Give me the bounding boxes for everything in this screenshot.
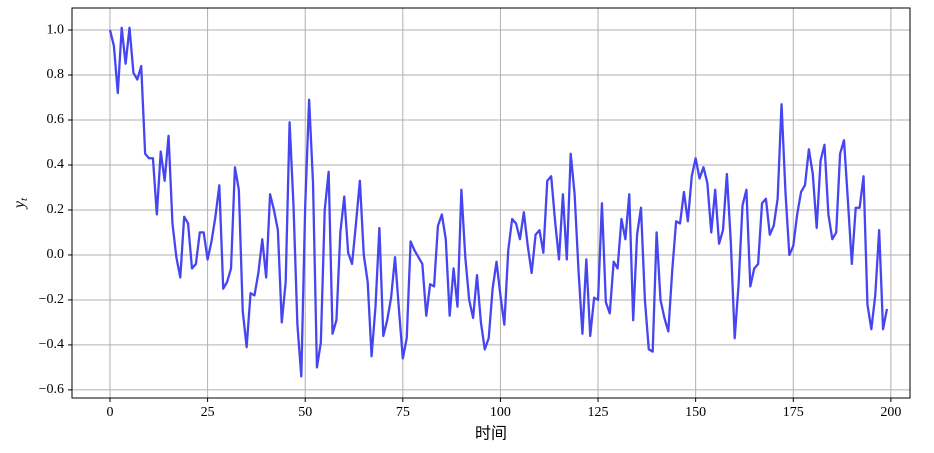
x-tick-label: 100 xyxy=(490,405,511,420)
y-tick-label: 0.4 xyxy=(47,157,65,172)
y-axis-label-sub: t xyxy=(18,197,30,201)
y-tick-label: 0.6 xyxy=(47,112,65,127)
y-tick-label: −0.6 xyxy=(39,382,64,397)
x-tick-label: 25 xyxy=(201,405,215,420)
y-tick-label: 0.0 xyxy=(47,247,65,262)
x-tick-label: 75 xyxy=(396,405,410,420)
x-tick-label: 125 xyxy=(588,405,609,420)
axes-frame xyxy=(71,7,911,399)
y-tick-label: 0.8 xyxy=(47,67,65,82)
y-tick-label: −0.4 xyxy=(39,337,64,352)
data-line xyxy=(108,26,889,378)
y-axis-label-base: y xyxy=(11,200,28,210)
grid xyxy=(72,8,910,398)
plot-area xyxy=(72,8,910,398)
x-axis-label: 时间 xyxy=(475,425,507,443)
y-tick-label: 0.2 xyxy=(47,202,65,217)
x-tick-label: 150 xyxy=(685,405,706,420)
ticks: 0 25 50 75 100 125 150 175 200 −0.6 −0.4 −0.2 0.0 0.2… xyxy=(39,22,902,420)
plot xyxy=(108,26,889,378)
x-tick-label: 200 xyxy=(880,405,901,420)
y-tick-label: −0.2 xyxy=(39,292,64,307)
x-tick-label: 0 xyxy=(106,405,113,420)
x-tick-label: 175 xyxy=(783,405,804,420)
x-tick-label: 50 xyxy=(298,405,312,420)
y-tick-label: 1.0 xyxy=(47,22,65,37)
y-axis-label: yt xyxy=(11,197,30,210)
